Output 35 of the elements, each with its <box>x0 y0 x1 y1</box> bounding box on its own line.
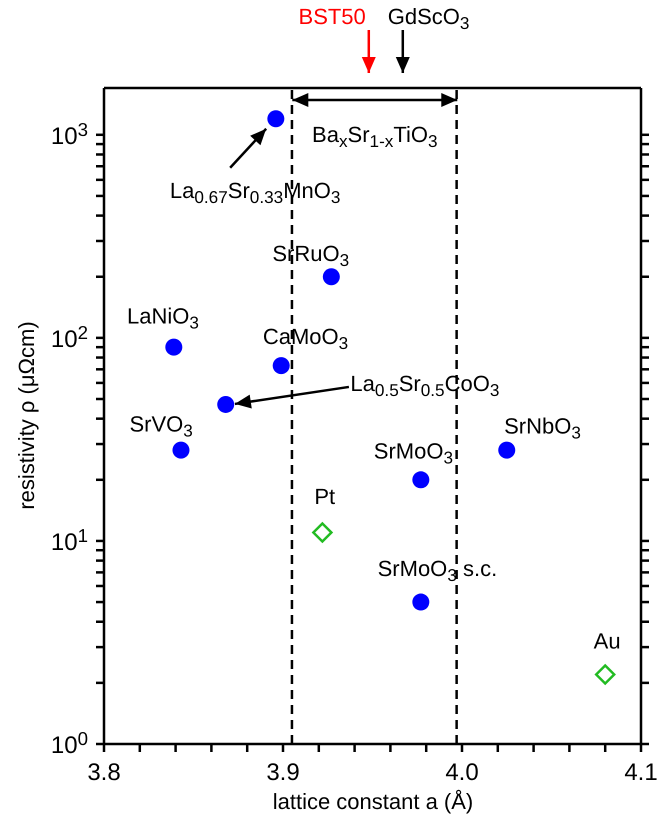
annotation: Au <box>594 628 621 654</box>
x-tick-label: 4.0 <box>445 759 479 786</box>
point <box>412 471 430 488</box>
annotation: LaNiO$_{3}$ <box>126 304 199 333</box>
annotation: SrMoO$_{3}$ s.c. <box>378 556 498 585</box>
point <box>594 664 616 685</box>
annotation: CaMoO$_{3}$ <box>262 324 348 354</box>
y-tick-label: 10$^{1}$ <box>50 525 88 556</box>
point <box>267 110 284 128</box>
point <box>322 268 340 286</box>
annotation: La$_{0.67}$Sr$_{0.33}$MnO$_{3}$ <box>170 178 340 207</box>
annotation: SrNbO$_{3}$ <box>504 414 581 443</box>
point <box>312 522 333 543</box>
annotation: Pt <box>314 484 336 510</box>
annotation: SrVO$_{3}$ <box>129 412 193 441</box>
point <box>217 396 234 413</box>
point <box>272 357 290 374</box>
y-tick-label: 10$^{0}$ <box>50 728 88 759</box>
text: GdScO$_{3}$ <box>388 4 470 34</box>
point <box>412 594 430 611</box>
x-tick-label: 3.8 <box>87 759 121 786</box>
point <box>172 442 190 459</box>
annotation: La$_{0.5}$Sr$_{0.5}$CoO$_{3}$ <box>350 370 500 400</box>
x-tick-label: 3.9 <box>266 759 300 786</box>
point <box>165 338 182 356</box>
x-axis-title: lattice constant a (Å) <box>272 789 474 814</box>
text: BST50 <box>298 4 366 29</box>
y-tick-label: 10$^{3}$ <box>50 119 88 150</box>
point <box>498 442 516 459</box>
y-tick-label: 10$^{2}$ <box>50 322 88 353</box>
annotation: SrRuO$_{3}$ <box>272 241 350 270</box>
annotation: SrMoO$_{3}$ <box>374 438 454 468</box>
x-tick-label: 4.1 <box>624 759 658 786</box>
y-axis-title: resistivity ρ (μΩcm) <box>14 321 39 510</box>
annotation: Ba$_{x}$Sr$_{1-x}$TiO$_{3}$ <box>312 122 438 152</box>
